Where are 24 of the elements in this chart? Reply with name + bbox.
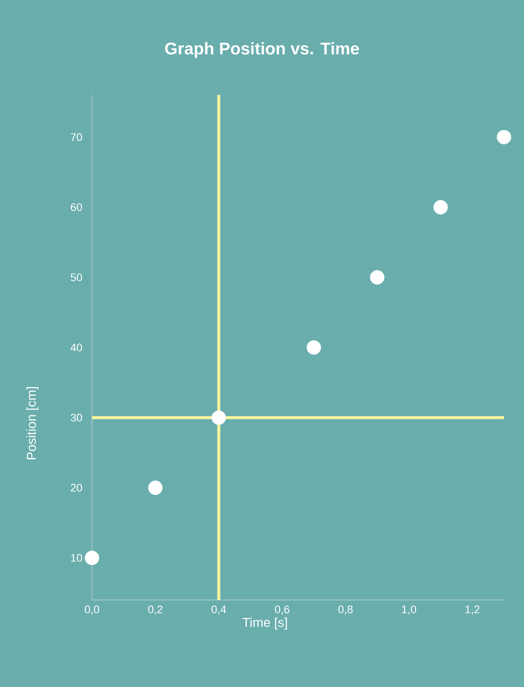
point: [370, 270, 384, 285]
point: [306, 340, 322, 355]
point: [84, 550, 100, 566]
x-tick-label: 0,2: [148, 606, 162, 615]
chart-title: Graph Position vs. Time: [165, 42, 360, 58]
point: [212, 410, 226, 425]
x-tick-label: 1,2: [466, 606, 480, 615]
y-tick-label: 60: [70, 203, 82, 212]
y-axis-title: Position [cm]: [26, 387, 38, 460]
x-tick-label: 1,0: [402, 606, 416, 615]
point: [433, 200, 448, 214]
x-tick-label: 0,4: [212, 606, 226, 615]
point: [148, 480, 163, 495]
y-tick-label: 20: [70, 484, 82, 492]
y-tick-label: 10: [71, 554, 82, 562]
x-tick-label: 0,8: [338, 606, 353, 615]
y-tick-label: 40: [70, 344, 82, 352]
y-tick-label: 70: [70, 133, 82, 141]
point: [496, 130, 512, 144]
x-tick-label: 0,6: [274, 606, 290, 615]
x-tick-label: 0,0: [84, 606, 100, 615]
y-tick-label: 30: [70, 414, 82, 422]
x-axis-title: Time [s]: [242, 618, 287, 630]
y-tick-label: 50: [70, 273, 82, 282]
